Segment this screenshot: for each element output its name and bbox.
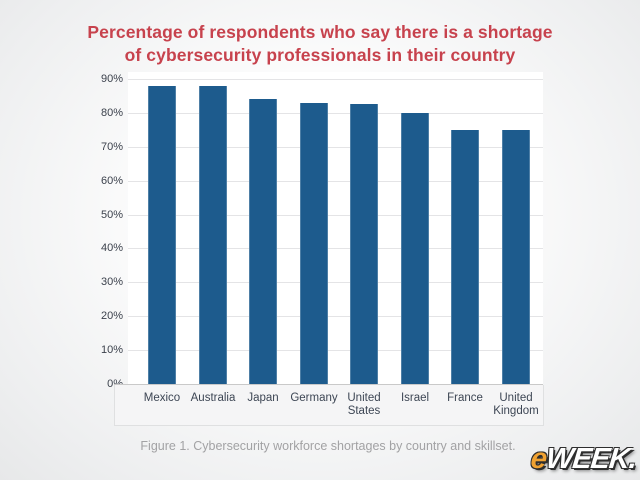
x-tick-label-germany: Germany (290, 392, 338, 404)
gridline-40 (128, 248, 543, 249)
gridline-70 (128, 147, 543, 148)
bar-united-kingdom (502, 130, 530, 384)
gridline-60 (128, 181, 543, 182)
chart-title-line2: of cybersecurity professionals in their … (124, 45, 516, 65)
x-tick-label-israel: Israel (400, 392, 430, 404)
y-tick-label-90: 90% (100, 73, 123, 85)
bar-australia (199, 86, 227, 384)
y-tick-label-30: 30% (100, 276, 123, 288)
bar-united-states (350, 104, 378, 384)
y-tick-label-70: 70% (100, 141, 123, 153)
y-tick-label-40: 40% (100, 242, 123, 254)
y-tick-label-50: 50% (100, 209, 123, 221)
x-tick-label-france: France (447, 392, 483, 404)
y-tick-label-60: 60% (100, 175, 123, 187)
x-tick-label-australia: Australia (190, 392, 236, 404)
y-axis: 0%10%20%30%40%50%60%70%80%90% (58, 72, 123, 390)
gridline-80 (128, 113, 543, 114)
gridline-30 (128, 282, 543, 283)
bar-japan (249, 99, 277, 384)
gridline-20 (128, 316, 543, 317)
chart-title: Percentage of respondents who say there … (0, 21, 640, 67)
bar-israel (401, 113, 429, 384)
chart-title-line1: Percentage of respondents who say there … (87, 22, 553, 42)
y-tick-label-10: 10% (100, 344, 123, 356)
gridline-90 (128, 79, 543, 80)
x-axis-labels: Mexico Australia Japan Germany United States… (114, 385, 544, 426)
y-tick-label-80: 80% (100, 107, 123, 119)
x-axis-line (114, 384, 543, 385)
plot-area (114, 72, 543, 385)
bar-france (451, 130, 479, 384)
bar-germany (300, 103, 328, 384)
x-tick-label-united-kingdom: United Kingdom (493, 392, 539, 417)
gridline-10 (128, 350, 543, 351)
eweek-logo-week: WEEK. (544, 443, 638, 475)
figure-caption: Figure 1. Cybersecurity workforce shorta… (140, 439, 516, 453)
x-tick-label-mexico: Mexico (143, 392, 181, 404)
x-tick-label-japan: Japan (247, 392, 279, 404)
eweek-logo: eWEEK. (529, 443, 638, 475)
y-tick-label-20: 20% (100, 310, 123, 322)
gridline-50 (128, 215, 543, 216)
x-tick-label-united-states: United States (347, 392, 381, 417)
bar-mexico (148, 86, 176, 384)
